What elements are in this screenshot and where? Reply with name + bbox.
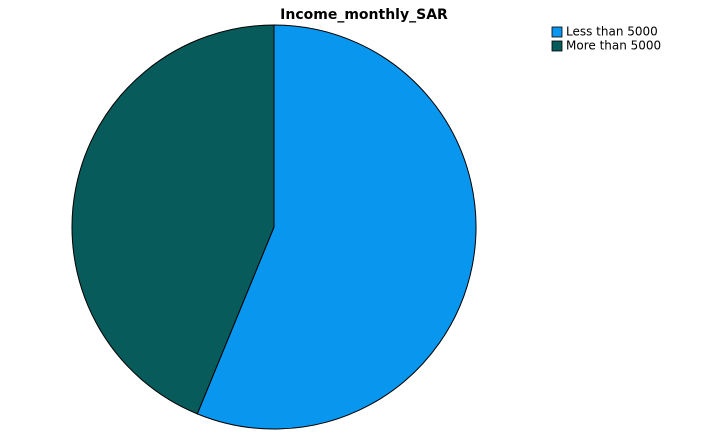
- legend-label: More than 5000: [566, 39, 661, 53]
- legend-label: Less than 5000: [566, 25, 658, 39]
- pie-slice: [71, 24, 275, 415]
- legend-swatch: [551, 26, 563, 38]
- chart-title: Income_monthly_SAR: [280, 7, 448, 23]
- pie-slice: [196, 24, 477, 430]
- legend-swatch: [551, 40, 563, 52]
